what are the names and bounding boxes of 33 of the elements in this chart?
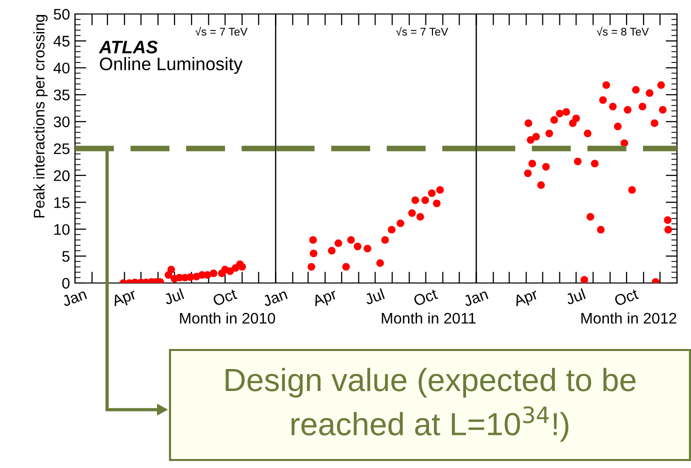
y-tick-label: 20	[54, 170, 70, 182]
x-tick-label: Apr	[111, 288, 138, 310]
x-tick-label: Jul	[564, 288, 586, 306]
x-axis-title: Month in 2010	[180, 312, 276, 324]
x-tick-label: Jul	[364, 288, 385, 306]
y-axis-title: Peak interactions per crossing	[33, 14, 48, 218]
text: Design value (expected to be reached at L=10$^{34}$!)	[226, 368, 636, 442]
x-tick-label: Oct	[212, 288, 238, 306]
y-tick-label: 5	[62, 251, 70, 262]
y-tick-label: 35	[54, 90, 70, 100]
x-axis-title: Month in 2012	[581, 312, 676, 324]
x-tick-label: Oct	[412, 288, 438, 306]
x-tick-label: Jan	[262, 288, 288, 307]
annotation: √s = 7 TeV	[195, 26, 248, 36]
y-tick-label: 0	[62, 278, 70, 289]
y-tick-label: 10	[54, 224, 70, 235]
x-tick-label: Jan	[61, 288, 88, 307]
y-tick-label: 15	[54, 197, 70, 208]
annotation: √s = 7 TeV	[396, 26, 448, 36]
x-tick-label: Jul	[163, 288, 184, 306]
y-tick-label: 40	[54, 62, 70, 74]
x-tick-label: Apr	[312, 288, 339, 310]
y-tick-label: 25	[54, 143, 70, 154]
x-tick-label: Jan	[462, 288, 488, 307]
annotation: Online Luminosity	[100, 57, 243, 74]
x-tick-label: Oct	[614, 288, 640, 306]
annotation: √s = 8 TeV	[596, 26, 649, 36]
y-tick-label: 45	[54, 36, 70, 47]
x-tick-label: Apr	[512, 288, 540, 310]
annotation: ATLAS	[98, 40, 158, 54]
y-tick-label: 50	[54, 8, 70, 20]
x-axis-title: Month in 2011	[382, 312, 476, 324]
y-tick-label: 30	[54, 116, 70, 128]
